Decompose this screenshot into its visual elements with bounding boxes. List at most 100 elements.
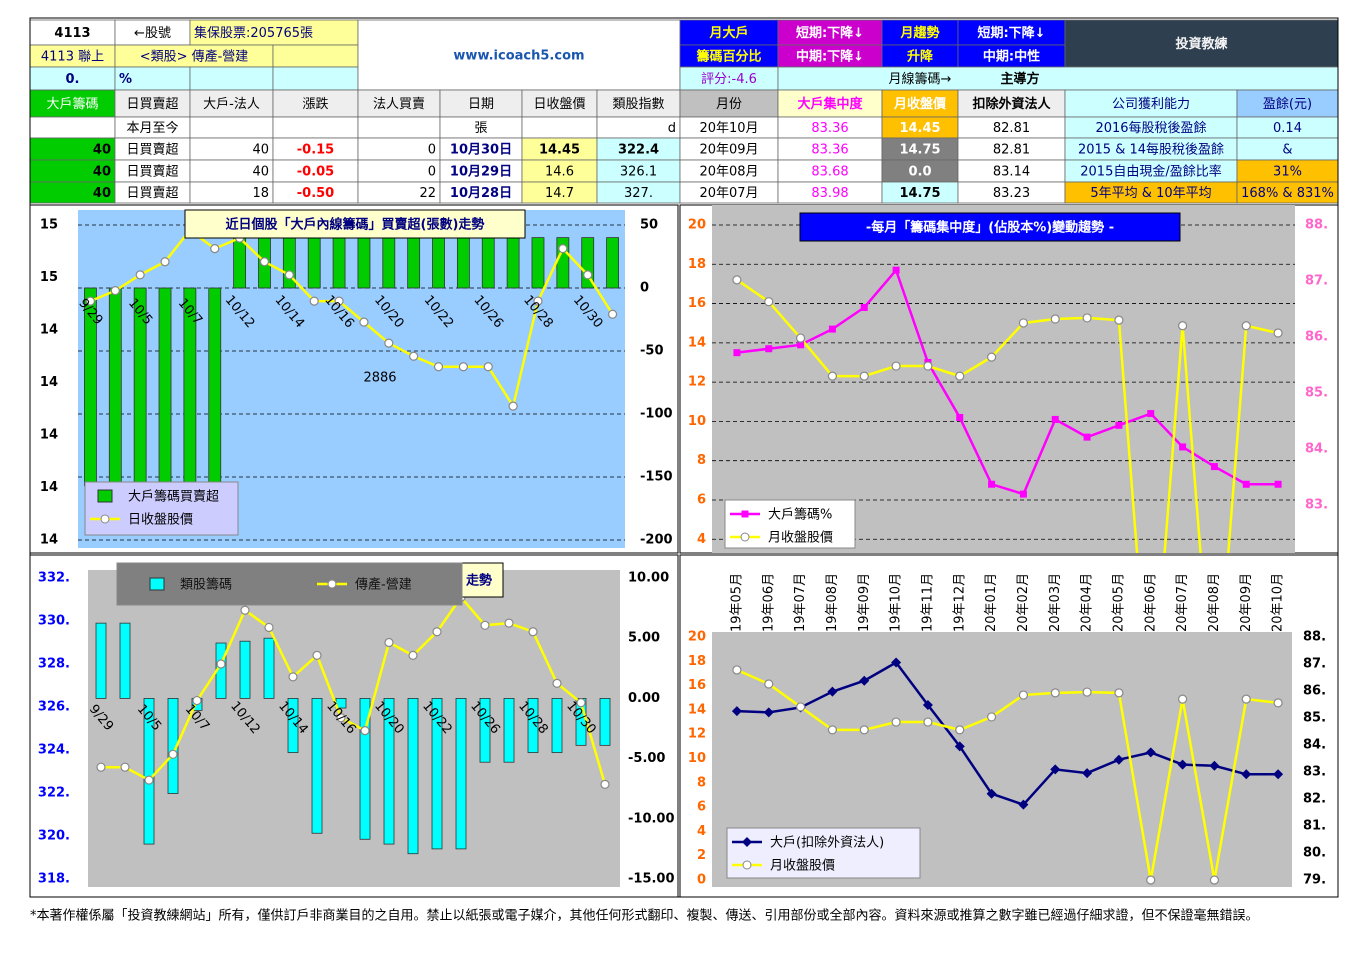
cell [29,19,116,46]
marker [144,775,154,785]
marker [732,665,742,675]
bar [407,698,419,855]
bar [287,698,299,753]
x-tick-label: 20年03月 [1048,573,1063,632]
y2-tick-label: 50 [640,218,658,233]
y-tick-label: 14 [688,702,706,717]
marker [1018,318,1029,328]
cell-text: 公司獲利能力 [1112,97,1190,112]
bar [208,287,222,487]
y2-tick-label: -15.00 [628,872,675,887]
y-tick-label: 6 [697,492,706,507]
cell [272,116,359,139]
y-tick-label: 20 [688,630,706,645]
marker [334,296,344,306]
cell-text: 月趨勢 [899,25,939,41]
marker [1082,768,1093,779]
bar [383,698,395,845]
marker [923,361,933,371]
cell-text: 2016每股稅後盈餘 [1095,120,1206,136]
y-tick-label: 10 [688,751,706,766]
cell-text: 40 [252,165,269,180]
cell-text: 短期:下降↓ [796,25,864,41]
legend-label: 大戶籌碼買賣超 [128,490,219,505]
marker [892,266,900,274]
x-tick-label: 19年09月 [857,573,872,632]
cell-text: 大戶集中度 [797,96,863,112]
x-tick-label: 19年11月 [920,573,935,632]
y-tick-label: 16 [688,296,706,311]
marker [923,717,933,727]
marker [433,362,444,372]
marker [1145,747,1156,758]
y2-tick-label: 86. [1305,329,1328,344]
marker [733,349,741,357]
bar [456,237,470,289]
cell-text: 月收盤價 [893,96,947,112]
x-tick-label: 20年07月 [1175,573,1190,632]
cell-text: 14.75 [899,143,940,158]
y-tick-label: 16 [688,678,706,693]
marker [1273,698,1283,708]
marker [552,678,562,688]
marker [1018,799,1029,810]
cell-text: 82.81 [993,143,1030,158]
y-tick-label: 322. [38,786,70,801]
marker [860,303,868,311]
marker [504,618,514,628]
chart-title: -每月「籌碼集中度」(佔股本%)變動趨勢 - [866,220,1114,236]
cell-text: -0.15 [297,143,334,158]
cell [357,89,441,118]
cell-text: 0. [66,72,80,87]
x-tick-label: 20年08月 [1207,573,1222,632]
y2-tick-label: 0.00 [628,691,660,706]
y-tick-label: 18 [688,257,706,272]
marker [1083,433,1091,441]
bar [332,237,346,289]
bar [359,698,371,840]
cell-text: 5年平均 & 10年平均 [1090,186,1211,201]
y2-tick-label: 84. [1303,738,1326,753]
marker [408,650,418,661]
marker [1273,769,1284,780]
line [101,595,607,785]
marker [135,270,145,280]
cell-text: 月份 [716,97,742,112]
cell [114,19,191,46]
cell-text: 10月29日 [450,165,512,180]
x-tick-label: 20年02月 [1016,573,1031,632]
chart-title: 近日個股「大戶內線籌碼」買賣超(張數)走勢 [226,217,485,233]
legend-swatch [149,577,165,591]
cell-text: www.icoach5.com [453,49,584,64]
marker [264,622,274,633]
bar [382,237,396,289]
marker [1147,410,1155,418]
y-tick-label: 14 [40,480,58,495]
cell-text: 10月30日 [450,143,512,158]
cell-text: 40 [93,165,111,180]
marker [508,401,518,411]
bar [431,698,443,850]
marker [955,371,965,381]
marker [359,317,369,327]
cell-text: 0.14 [1273,121,1302,136]
cell-text: 14.45 [899,121,940,136]
cell [189,66,274,91]
marker [600,779,610,790]
cell-text: 14.45 [539,143,580,158]
cell-text: 中期:下降↓ [796,49,864,65]
series-layer [95,592,611,855]
marker [110,286,120,296]
bar [263,637,275,699]
marker [1051,415,1059,423]
cell-text: 31% [1273,165,1302,180]
marker [583,270,593,280]
marker [795,702,806,712]
y-tick-label: 8 [697,453,706,468]
marker [210,244,220,254]
cell-text: 14.6 [545,165,574,180]
y2-tick-label: -200 [640,533,673,548]
cell-text: 14.75 [899,186,940,201]
marker [1177,759,1188,770]
bar [531,237,545,289]
